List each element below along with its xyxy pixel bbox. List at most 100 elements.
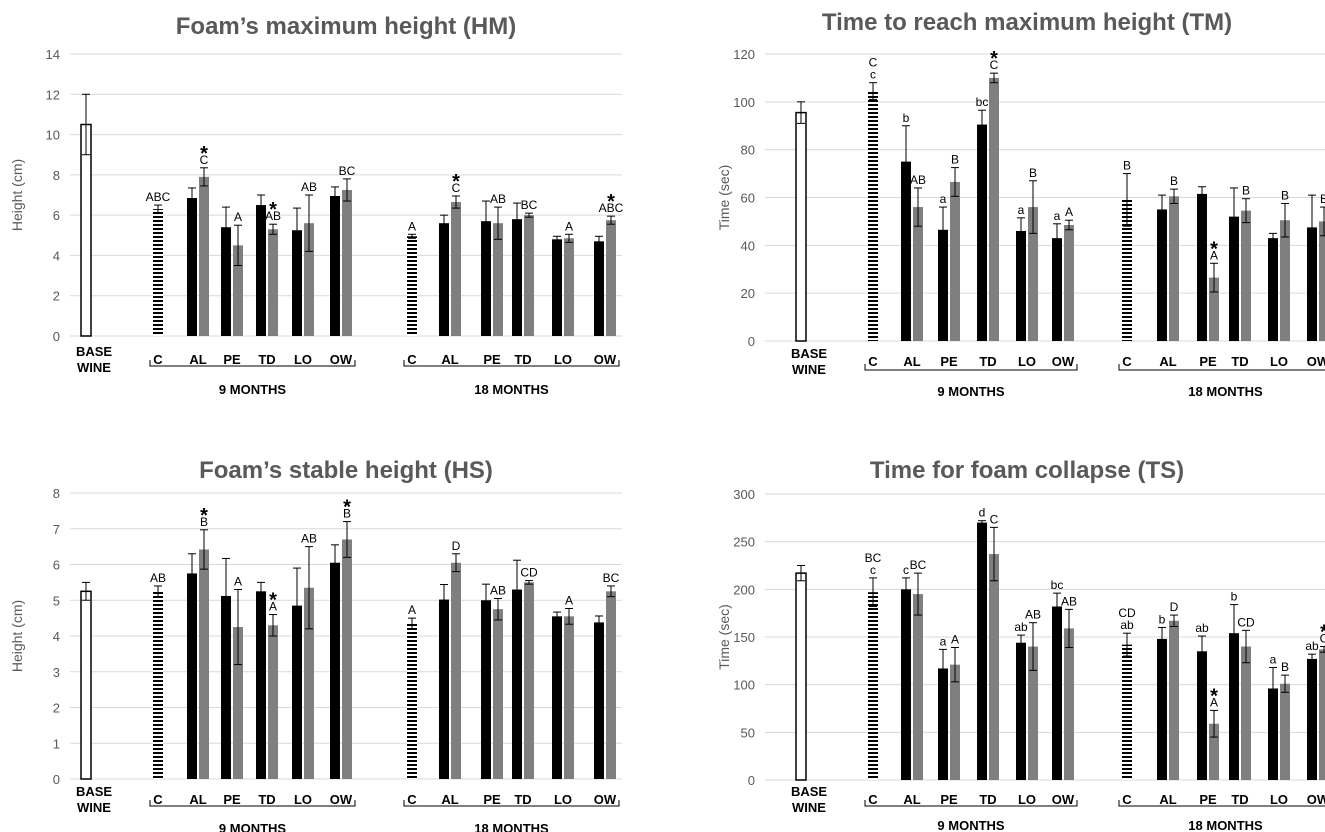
- bar-base-wine: [795, 572, 807, 781]
- category-label: C: [153, 792, 163, 807]
- bar-gray: [913, 594, 923, 780]
- group-label: 18 MONTHS: [474, 382, 549, 397]
- bar-black: [221, 595, 231, 779]
- bar-gray: [1028, 207, 1038, 341]
- significance-letter: ABC: [599, 201, 624, 215]
- significance-letter: B: [951, 153, 959, 167]
- category-label: LO: [1018, 792, 1036, 807]
- y-tick-label: 4: [53, 629, 60, 644]
- group-bracket: [149, 360, 356, 367]
- y-tick-label: 3: [53, 665, 60, 680]
- category-label: C: [407, 792, 417, 807]
- significance-asterisk: *: [200, 505, 208, 527]
- significance-letter: C: [452, 181, 461, 195]
- category-label: PE: [483, 352, 501, 367]
- significance-letter: b: [903, 111, 910, 125]
- category-label: AL: [189, 792, 206, 807]
- bar-black: [330, 562, 340, 779]
- category-label: C: [153, 352, 163, 367]
- y-tick-label: 200: [733, 582, 755, 597]
- significance-letter: a: [1054, 209, 1061, 223]
- category-label: LO: [554, 352, 572, 367]
- bar-black: [187, 198, 197, 336]
- bar-black: [977, 522, 987, 780]
- category-label: TD: [979, 354, 996, 369]
- bar-gray: [950, 664, 960, 780]
- category-label: OW: [1307, 792, 1325, 807]
- bar-gray: [1064, 225, 1074, 341]
- category-label: PE: [940, 354, 958, 369]
- significance-letter: B: [1170, 174, 1178, 188]
- chart-panel-1: Foam’s maximum height (HM) 0 2 4 6 8 10 12 14 Hei…: [9, 13, 624, 397]
- category-label: TD: [258, 352, 275, 367]
- significance-letter: A: [234, 210, 242, 224]
- bar-gray: [1241, 210, 1251, 341]
- significance-letter: AB: [301, 180, 317, 194]
- bar-black: [594, 241, 604, 336]
- category-label: PE: [223, 792, 241, 807]
- bar-black: [1307, 227, 1317, 341]
- bar-gray: [342, 189, 352, 336]
- significance-letter: b: [1159, 612, 1166, 626]
- group-label: 9 MONTHS: [937, 818, 1005, 832]
- significance-letter: b: [1231, 590, 1238, 604]
- category-label: BASE: [76, 344, 112, 359]
- y-axis-label: Height (cm): [9, 600, 25, 672]
- category-label: LO: [294, 352, 312, 367]
- significance-letter: A: [408, 219, 416, 233]
- category-label: C: [407, 352, 417, 367]
- bar-black: [1268, 688, 1278, 780]
- chart-panel-2: Time to reach maximum height (TM) 0 20 40 60…: [716, 9, 1325, 399]
- category-label: WINE: [792, 800, 826, 815]
- significance-letter: A: [951, 632, 959, 646]
- bar-gray: [1169, 196, 1179, 341]
- significance-asterisk: *: [200, 143, 208, 165]
- category-label: C: [868, 792, 878, 807]
- significance-letter: AB: [1025, 608, 1041, 622]
- y-tick-label: 300: [733, 487, 755, 502]
- category-label: AL: [441, 792, 458, 807]
- significance-letter: CD: [520, 566, 538, 580]
- y-tick-label: 0: [53, 329, 60, 344]
- significance-letter: B: [200, 515, 208, 529]
- significance-letter: BC: [339, 164, 356, 178]
- bar-black: [977, 124, 987, 341]
- bar-gray: [233, 245, 243, 336]
- y-tick-label: 2: [53, 701, 60, 716]
- significance-asterisk: *: [269, 199, 277, 221]
- significance-letter: c: [870, 563, 876, 577]
- significance-letter: A: [565, 593, 573, 607]
- y-tick-label: 250: [733, 535, 755, 550]
- category-label: C: [1122, 354, 1132, 369]
- significance-asterisk: *: [269, 590, 277, 612]
- significance-letter: ABC: [146, 190, 171, 204]
- bar-black: [221, 227, 231, 336]
- chart-title: Foam’s stable height (HS): [199, 457, 493, 484]
- y-tick-label: 100: [733, 678, 755, 693]
- bar-gray: [1280, 220, 1290, 341]
- significance-letter: a: [940, 634, 947, 648]
- bar-gray: [268, 229, 278, 336]
- bar-control-hatched: [153, 209, 163, 336]
- category-label: BASE: [791, 346, 827, 361]
- bar-black: [1229, 633, 1239, 780]
- y-tick-label: 80: [741, 143, 755, 158]
- bar-black: [594, 622, 604, 779]
- bar-black: [938, 229, 948, 341]
- category-label: OW: [1307, 354, 1325, 369]
- bar-black: [1307, 658, 1317, 780]
- significance-asterisk: *: [343, 497, 351, 519]
- y-tick-label: 8: [53, 168, 60, 183]
- bar-gray: [1319, 221, 1325, 341]
- bar-gray: [1169, 620, 1179, 780]
- significance-letter: C: [990, 512, 999, 526]
- bar-gray: [564, 616, 574, 779]
- significance-letter: CD: [1237, 615, 1255, 629]
- significance-letter: c: [903, 563, 909, 577]
- significance-letter: AB: [490, 192, 506, 206]
- y-tick-label: 0: [53, 772, 60, 787]
- category-label: C: [868, 354, 878, 369]
- category-label: WINE: [77, 360, 111, 375]
- y-axis-label: Height (cm): [9, 159, 25, 231]
- significance-letter: B: [1281, 660, 1289, 674]
